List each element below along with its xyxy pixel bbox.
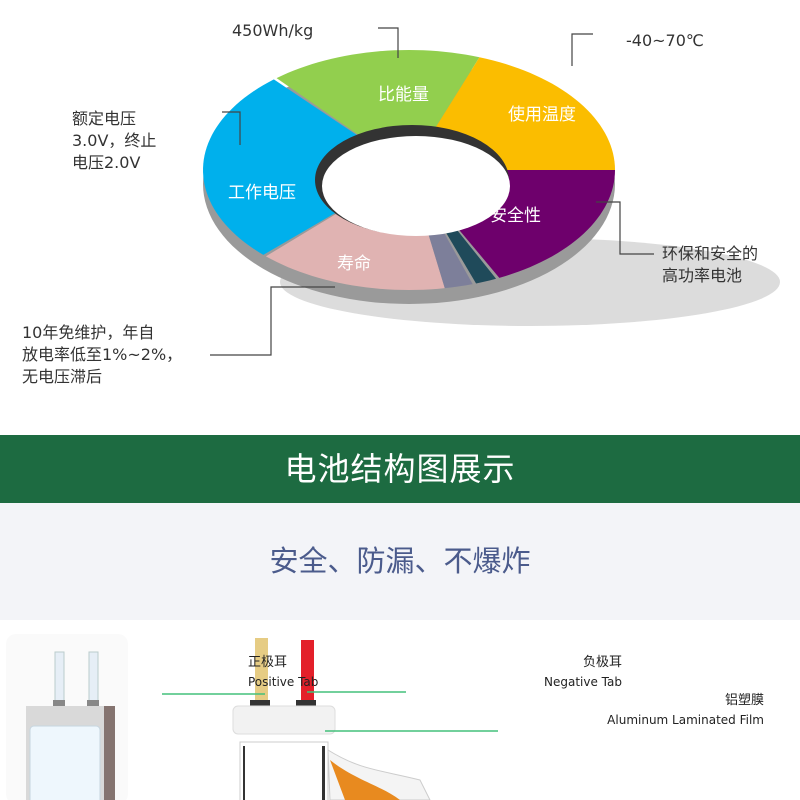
ring-diagram — [203, 27, 780, 356]
positive-tab-cn: 正极耳 — [248, 655, 288, 670]
ring-hole — [322, 136, 510, 236]
segment-energy — [276, 50, 480, 170]
segment-voltage — [203, 79, 409, 255]
segment-label-energy: 比能量 — [378, 85, 429, 105]
segment-label-temperature: 使用温度 — [508, 105, 576, 125]
positive-tab-en: Positive Tab — [248, 675, 319, 689]
negative-tab-en: Negative Tab — [544, 675, 622, 689]
callout-line — [571, 33, 593, 66]
callout-line — [210, 286, 335, 356]
segment-label-life: 寿命 — [337, 254, 371, 274]
note-temperature: -40~70℃ — [626, 31, 704, 50]
callout-line — [378, 27, 399, 58]
note-life: 10年免维护，年自 放电率低至1%~2%， 无电压滞后 — [22, 323, 183, 386]
film-en: Aluminum Laminated Film — [607, 713, 764, 727]
negative-tab-cn: 负极耳 — [582, 655, 622, 670]
battery-cell — [29, 725, 101, 800]
section-banner: 电池结构图展示 — [0, 435, 800, 503]
note-voltage: 额定电压 3.0V，终止 电压2.0V — [72, 109, 157, 172]
callout-line — [222, 111, 241, 145]
positive-tab — [255, 638, 268, 700]
battery-structure-illustration — [6, 634, 498, 800]
sealing — [232, 705, 336, 735]
film-cn: 铝塑膜 — [724, 693, 764, 708]
tab-strip — [54, 651, 65, 703]
note-safety: 环保和安全的 高功率电池 — [662, 244, 759, 285]
segment-label-safety: 安全性 — [490, 206, 541, 226]
callout-line — [596, 201, 654, 255]
subtitle: 安全、防漏、不爆炸 — [0, 503, 800, 620]
segment-label-voltage: 工作电压 — [228, 183, 296, 203]
note-energy: 450Wh/kg — [232, 21, 314, 40]
tab-strip — [88, 651, 99, 703]
negative-tab — [301, 640, 314, 702]
